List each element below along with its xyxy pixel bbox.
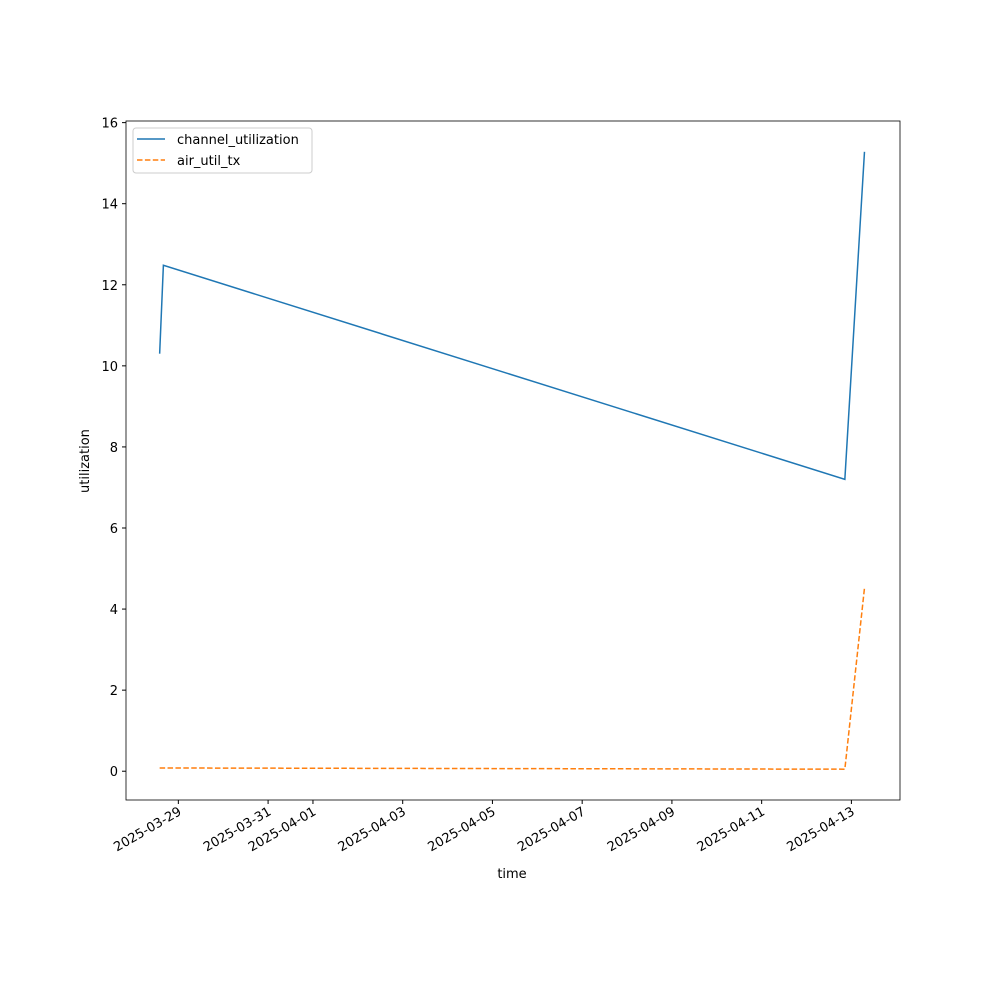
plot-frame [125, 120, 901, 801]
y-tick-label: 4 [110, 603, 118, 618]
y-tick-label: 12 [101, 279, 118, 294]
legend: channel_utilization air_util_tx [132, 127, 313, 174]
y-axis-label: utilization [78, 429, 93, 493]
y-tick-label: 0 [110, 765, 118, 780]
y-tick-label: 8 [110, 441, 118, 456]
y-tick-label: 14 [101, 198, 118, 213]
y-tick-label: 10 [101, 360, 118, 375]
x-axis-label: time [497, 867, 526, 882]
series-line [158, 151, 866, 481]
legend-label: air_util_tx [177, 154, 241, 169]
y-tick-label: 16 [101, 117, 118, 132]
legend-label: channel_utilization [177, 133, 299, 148]
series-line [159, 587, 866, 770]
y-tick-label: 6 [110, 522, 118, 537]
legend-box [132, 127, 313, 174]
y-tick-label: 2 [110, 684, 118, 699]
